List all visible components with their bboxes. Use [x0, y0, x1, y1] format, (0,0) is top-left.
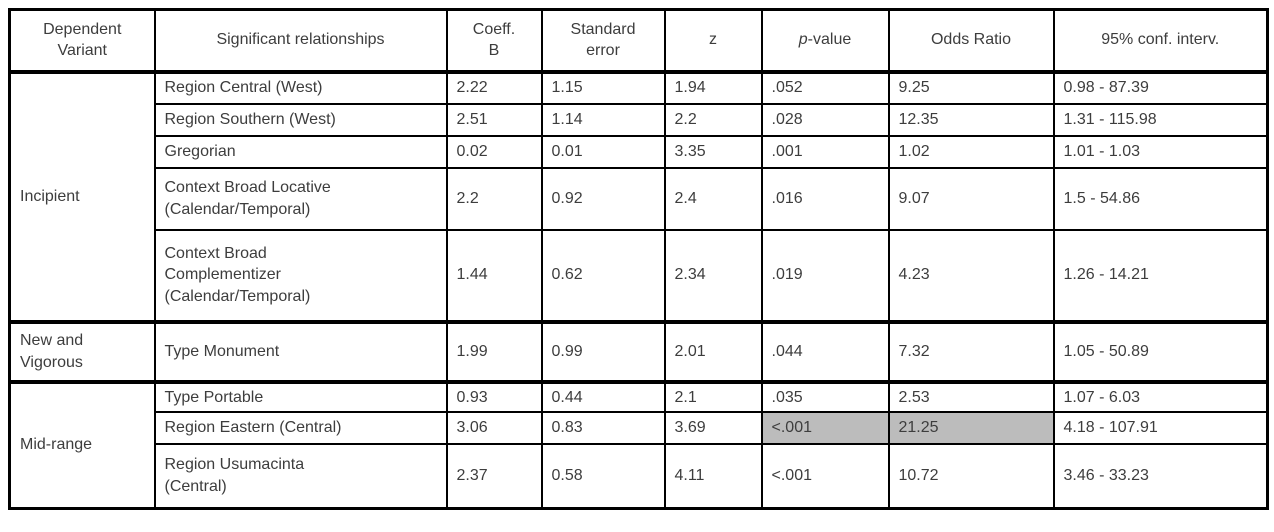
- group-label-new-and-vigorous: New and Vigorous: [8, 320, 156, 383]
- table-row: Region Eastern (Central) 3.06 0.83 3.69 …: [10, 411, 1269, 446]
- cell-z: 2.2: [663, 102, 763, 137]
- cell-std-error: 1.15: [540, 70, 666, 105]
- header-conf-interval: 95% conf. interv.: [1052, 8, 1269, 73]
- cell-conf-interval: 4.18 - 107.91: [1052, 411, 1269, 446]
- cell-p-value: .035: [760, 380, 890, 414]
- table-row: New and Vigorous Type Monument 1.99 0.99…: [8, 320, 1269, 383]
- cell-p-value: .028: [760, 102, 890, 137]
- cell-relationship: Gregorian: [153, 134, 448, 169]
- header-dependent-variant: Dependent Variant: [8, 8, 156, 73]
- table-row: Mid-range Type Portable 0.93 0.44 2.1 .0…: [8, 380, 1269, 510]
- cell-z: 2.34: [663, 228, 763, 323]
- cell-p-value: <.001: [760, 443, 890, 510]
- cell-coeff-b: 2.22: [445, 70, 543, 105]
- cell-z: 1.94: [663, 70, 763, 105]
- cell-relationship: Region Usumacinta (Central): [153, 443, 448, 510]
- cell-z: 3.35: [663, 134, 763, 169]
- cell-odds-ratio: 9.07: [887, 166, 1055, 231]
- table-row: Incipient Region Central (West) 2.22 1.1…: [8, 70, 1269, 323]
- cell-p-value-highlighted: <.001: [760, 411, 890, 446]
- cell-coeff-b: 1.99: [445, 320, 543, 383]
- cell-p-value: .052: [760, 70, 890, 105]
- cell-coeff-b: 2.2: [445, 166, 543, 231]
- cell-odds-ratio: 7.32: [887, 320, 1055, 383]
- cell-coeff-b: 2.37: [445, 443, 543, 510]
- cell-std-error: 0.99: [540, 320, 666, 383]
- header-odds-ratio: Odds Ratio: [887, 8, 1055, 73]
- cell-coeff-b: 1.44: [445, 228, 543, 323]
- cell-relationship: Region Eastern (Central): [153, 411, 448, 446]
- cell-conf-interval: 1.5 - 54.86: [1052, 166, 1269, 231]
- cell-coeff-b: 3.06: [445, 411, 543, 446]
- cell-odds-ratio: 10.72: [887, 443, 1055, 510]
- cell-conf-interval: 1.05 - 50.89: [1052, 320, 1269, 383]
- cell-conf-interval: 1.01 - 1.03: [1052, 134, 1269, 169]
- group-label-incipient: Incipient: [8, 70, 156, 323]
- cell-odds-ratio: 9.25: [887, 70, 1055, 105]
- header-p-value: p-value: [760, 8, 890, 73]
- cell-relationship: Region Central (West): [153, 70, 448, 105]
- cell-z: 4.11: [663, 443, 763, 510]
- cell-std-error: 0.92: [540, 166, 666, 231]
- cell-p-value: .016: [760, 166, 890, 231]
- cell-odds-ratio-highlighted: 21.25: [887, 411, 1055, 446]
- cell-odds-ratio: 4.23: [887, 228, 1055, 323]
- cell-relationship: Context Broad Complementizer (Calendar/T…: [153, 228, 448, 323]
- table-row: Region Southern (West) 2.51 1.14 2.2 .02…: [10, 102, 1269, 137]
- header-row: Dependent Variant Significant relationsh…: [8, 8, 1269, 73]
- cell-p-value: .044: [760, 320, 890, 383]
- cell-z: 2.1: [663, 380, 763, 414]
- cell-odds-ratio: 2.53: [887, 380, 1055, 414]
- cell-relationship: Type Monument: [153, 320, 448, 383]
- table-row: Region Usumacinta (Central) 2.37 0.58 4.…: [10, 443, 1269, 510]
- p-value-italic-p: p: [798, 31, 808, 49]
- header-z: z: [663, 8, 763, 73]
- cell-z: 2.01: [663, 320, 763, 383]
- cell-relationship: Region Southern (West): [153, 102, 448, 137]
- header-coeff-b: Coeff. B: [445, 8, 543, 73]
- table-header: Dependent Variant Significant relationsh…: [8, 8, 1269, 73]
- cell-conf-interval: 3.46 - 33.23: [1052, 443, 1269, 510]
- table-body: Incipient Region Central (West) 2.22 1.1…: [8, 70, 1269, 510]
- cell-std-error: 0.83: [540, 411, 666, 446]
- table-row: Context Broad Locative (Calendar/Tempora…: [10, 166, 1269, 231]
- header-standard-error: Standard error: [540, 8, 666, 73]
- cell-conf-interval: 1.31 - 115.98: [1052, 102, 1269, 137]
- cell-z: 3.69: [663, 411, 763, 446]
- header-significant-relationships: Significant relationships: [153, 8, 448, 73]
- cell-conf-interval: 0.98 - 87.39: [1052, 70, 1269, 105]
- cell-std-error: 1.14: [540, 102, 666, 137]
- cell-odds-ratio: 1.02: [887, 134, 1055, 169]
- cell-z: 2.4: [663, 166, 763, 231]
- cell-coeff-b: 2.51: [445, 102, 543, 137]
- cell-relationship: Type Portable: [153, 380, 448, 414]
- cell-std-error: 0.44: [540, 380, 666, 414]
- regression-results-table: Dependent Variant Significant relationsh…: [8, 8, 1269, 510]
- cell-p-value: .001: [760, 134, 890, 169]
- cell-std-error: 0.58: [540, 443, 666, 510]
- cell-odds-ratio: 12.35: [887, 102, 1055, 137]
- p-value-rest: -value: [807, 31, 852, 49]
- cell-conf-interval: 1.26 - 14.21: [1052, 228, 1269, 323]
- table-row: Context Broad Complementizer (Calendar/T…: [9, 228, 1269, 323]
- cell-relationship: Context Broad Locative (Calendar/Tempora…: [153, 166, 448, 231]
- cell-std-error: 0.01: [540, 134, 666, 169]
- cell-coeff-b: 0.02: [445, 134, 543, 169]
- cell-p-value: .019: [760, 228, 890, 323]
- group-label-mid-range: Mid-range: [8, 380, 156, 510]
- cell-std-error: 0.62: [540, 228, 666, 323]
- cell-coeff-b: 0.93: [445, 380, 543, 414]
- table-row: Gregorian 0.02 0.01 3.35 .001 1.02 1.01 …: [10, 134, 1269, 169]
- cell-conf-interval: 1.07 - 6.03: [1052, 380, 1269, 414]
